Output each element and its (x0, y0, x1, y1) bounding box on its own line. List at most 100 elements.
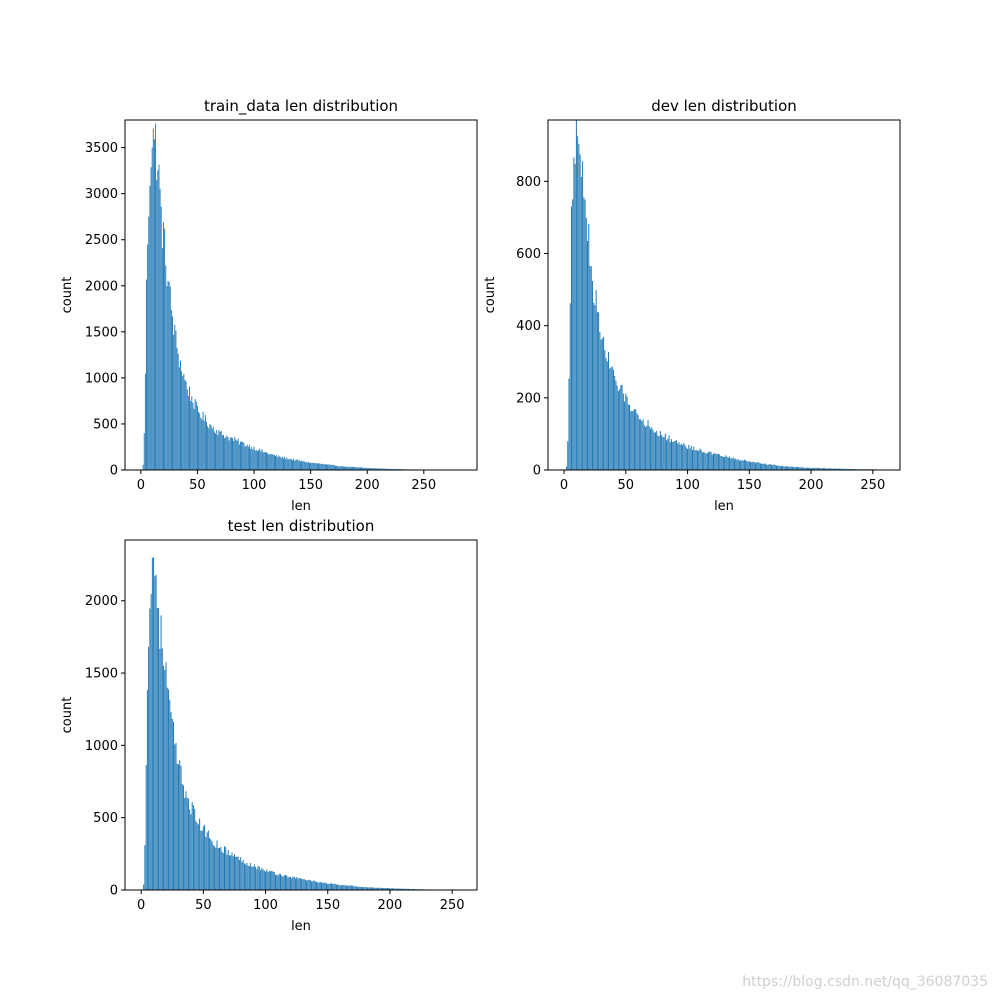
bar (333, 465, 335, 470)
bar (729, 456, 731, 470)
bar (751, 462, 753, 470)
bar (297, 878, 299, 890)
bar (324, 464, 326, 470)
bar (796, 467, 798, 470)
bar (323, 882, 325, 890)
bar (591, 281, 593, 470)
bar (270, 454, 272, 470)
bar (189, 809, 191, 890)
bar (611, 366, 613, 470)
bar (645, 426, 647, 470)
bar (820, 468, 822, 470)
bar (164, 228, 166, 470)
bar (150, 167, 152, 470)
bar (266, 869, 268, 890)
bar (375, 468, 377, 470)
bar (255, 866, 257, 890)
bar (192, 805, 194, 890)
bar (353, 466, 355, 470)
bar (782, 465, 784, 470)
bar (346, 466, 348, 470)
bar (158, 164, 160, 471)
bar (404, 888, 406, 890)
bar (180, 765, 182, 890)
bar (735, 458, 737, 470)
bar (579, 154, 581, 470)
bar (245, 864, 247, 890)
bar (145, 765, 147, 890)
bar (207, 426, 209, 470)
bar (700, 449, 702, 470)
bar (624, 401, 626, 470)
bar (301, 878, 303, 890)
x-tick-label: 0 (137, 898, 145, 913)
bar (689, 448, 691, 470)
bar (279, 456, 281, 470)
bar (695, 449, 697, 470)
bar (193, 408, 195, 470)
bar (311, 881, 313, 890)
bar (614, 375, 616, 470)
bar (206, 832, 208, 890)
bar (738, 460, 740, 470)
bar (215, 433, 216, 470)
bar (827, 468, 829, 470)
bar (652, 429, 654, 470)
bar (175, 743, 177, 890)
bar (366, 467, 368, 470)
bar (672, 441, 674, 470)
bar (647, 420, 649, 470)
bar (400, 888, 402, 890)
bar (243, 863, 245, 890)
bar (390, 468, 392, 470)
bar (261, 449, 263, 470)
bar (396, 888, 398, 890)
bar (195, 820, 197, 890)
bar (200, 417, 202, 470)
bar (852, 468, 854, 470)
bar (819, 468, 821, 470)
bar (234, 437, 236, 470)
bar (365, 467, 367, 470)
bar (653, 432, 655, 470)
y-axis-label: count (483, 277, 498, 314)
bar (342, 884, 344, 890)
bar (599, 331, 601, 470)
bar (231, 852, 233, 890)
bar (831, 468, 833, 470)
bar (715, 453, 717, 470)
bar (810, 467, 812, 470)
bar (703, 452, 705, 470)
bar (795, 466, 797, 470)
bar (312, 462, 314, 470)
bar (321, 882, 323, 890)
bar (260, 451, 262, 470)
bar (724, 456, 726, 470)
bar (255, 449, 257, 470)
bar (312, 881, 314, 890)
bar (333, 883, 335, 890)
bar (399, 888, 401, 890)
bar (209, 837, 211, 890)
bar (182, 785, 184, 890)
bar (583, 197, 585, 470)
bar (181, 371, 183, 470)
bar (156, 607, 158, 890)
bar (840, 468, 842, 470)
x-tick-label: 0 (560, 478, 568, 493)
bar (352, 466, 353, 470)
bar (756, 462, 758, 470)
bar (185, 791, 187, 890)
bar (378, 468, 379, 470)
bar (845, 468, 847, 470)
bar (150, 593, 152, 890)
bar (159, 648, 161, 890)
bar (401, 888, 403, 890)
y-tick-label: 500 (93, 811, 118, 826)
bar (394, 888, 396, 890)
bar (288, 459, 290, 470)
bar (143, 884, 145, 890)
bar (271, 454, 273, 470)
y-tick-label: 2500 (85, 233, 118, 248)
bar (376, 468, 378, 470)
